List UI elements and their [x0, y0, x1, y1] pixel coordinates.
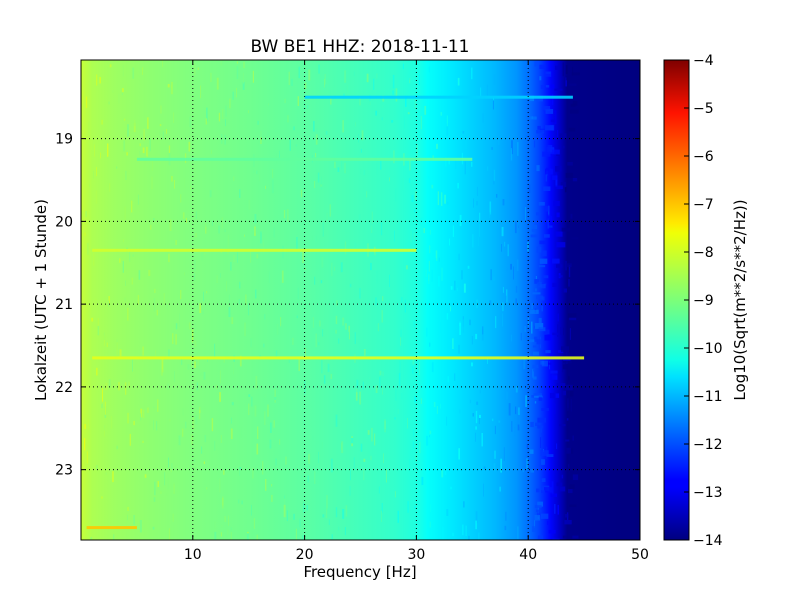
colorbar-tick-label: −9 — [693, 293, 714, 309]
colorbar-tick-label: −10 — [693, 341, 723, 357]
spectral-line — [304, 95, 573, 99]
colorbar-tick-label: −7 — [693, 197, 714, 213]
spectrogram-texture — [81, 60, 580, 540]
x-axis-ticks: 10 20 30 40 50 — [184, 60, 649, 563]
spectral-line — [136, 157, 473, 161]
spectral-line — [92, 356, 585, 360]
spectral-line — [86, 526, 137, 530]
colorbar-tick-label: −12 — [693, 437, 723, 453]
spectral-line — [92, 248, 417, 252]
colorbar-tick-label: −14 — [693, 533, 723, 549]
y-tick-label: 19 — [55, 132, 73, 148]
colorbar-tick-label: −5 — [693, 101, 714, 117]
plot-frame — [80, 59, 641, 541]
x-tick-label: 40 — [519, 547, 537, 563]
colorbar-tick-label: −4 — [693, 53, 714, 69]
x-axis-label: Frequency [Hz] — [303, 563, 416, 581]
colorbar-tick-label: −11 — [693, 389, 723, 405]
x-tick-label: 50 — [631, 547, 649, 563]
spectral-lines — [86, 95, 585, 530]
y-tick-label: 20 — [55, 214, 73, 230]
x-tick-label: 30 — [407, 547, 425, 563]
y-tick-label: 21 — [55, 297, 73, 313]
y-axis-label: Lokalzeit (UTC + 1 Stunde) — [32, 199, 50, 401]
colorbar-label: Log10(Sqrt(m**2/s**2/Hz)) — [731, 199, 749, 400]
x-tick-label: 10 — [184, 547, 202, 563]
colorbar: −4 −5 −6 −7 −8 −9 −10 −11 −12 −13 −14 Log10(Sqrt(m… — [663, 53, 749, 549]
spectrogram-field — [81, 60, 640, 540]
plot-area: 10 20 30 40 50 19 20 21 22 23 — [55, 59, 649, 563]
colorbar-tick-label: −6 — [693, 149, 714, 165]
colorbar-ticks: −4 −5 −6 −7 −8 −9 −10 −11 −12 −13 −14 — [684, 53, 723, 549]
chart-title: BW BE1 HHZ: 2018-11-11 — [250, 37, 469, 57]
y-tick-label: 22 — [55, 380, 73, 396]
colorbar-tick-label: −8 — [693, 245, 714, 261]
y-axis-ticks: 19 20 21 22 23 — [55, 132, 640, 479]
colorbar-tick-label: −13 — [693, 485, 723, 501]
x-tick-label: 20 — [296, 547, 314, 563]
grid-lines — [81, 60, 640, 540]
y-tick-label: 23 — [55, 463, 73, 479]
